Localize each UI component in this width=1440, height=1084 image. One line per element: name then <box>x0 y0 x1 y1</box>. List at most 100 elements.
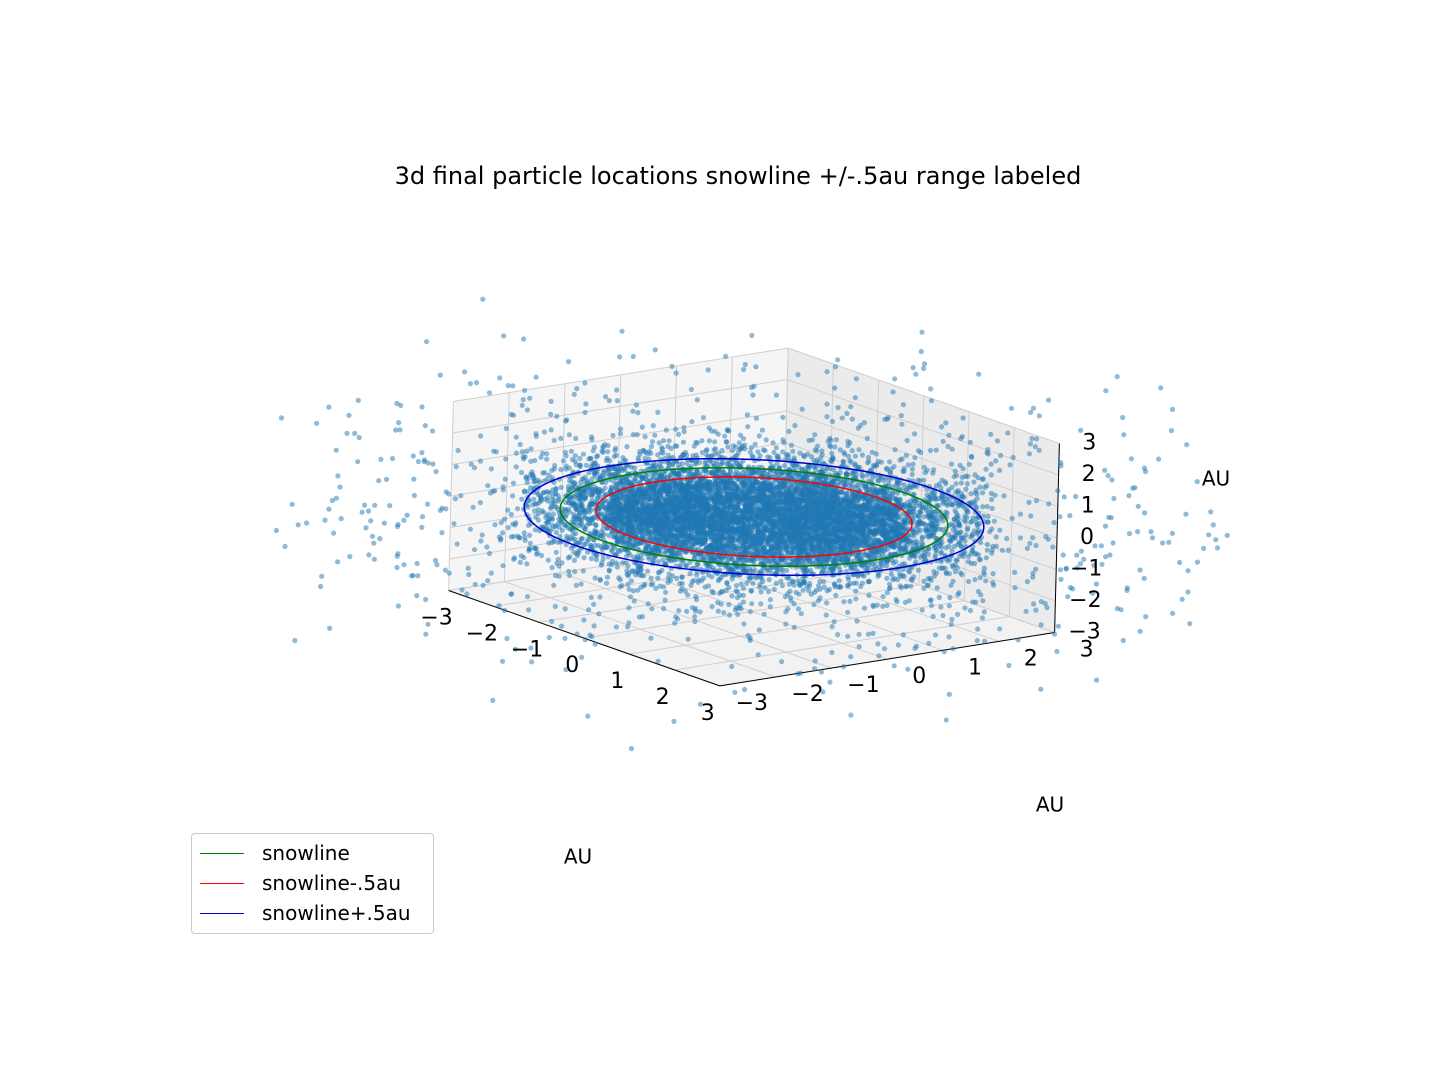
scatter-point <box>699 438 705 444</box>
scatter-point <box>522 387 528 393</box>
scatter-point <box>492 522 498 528</box>
scatter-point <box>974 638 980 644</box>
scatter-point <box>505 525 511 531</box>
scatter-point <box>395 603 401 609</box>
scatter-point <box>504 635 510 642</box>
scatter-point <box>908 583 914 589</box>
scatter-point <box>683 563 689 569</box>
scatter-point <box>526 498 532 504</box>
scatter-point <box>1098 543 1104 549</box>
scatter-point <box>356 434 362 441</box>
scatter-point <box>900 632 907 638</box>
scatter-point <box>538 552 545 559</box>
scatter-point <box>946 634 952 640</box>
scatter-point <box>802 580 808 586</box>
scatter-point <box>983 578 989 584</box>
scatter-point <box>527 540 533 547</box>
scatter-point <box>634 432 640 438</box>
scatter-point <box>865 631 872 637</box>
scatter-point <box>1029 435 1035 442</box>
scatter-point <box>419 450 425 456</box>
scatter-point <box>371 556 377 562</box>
scatter-point <box>809 437 816 443</box>
scatter-point <box>655 575 661 581</box>
scatter-point <box>873 451 879 457</box>
scatter-point <box>676 431 682 437</box>
scatter-point <box>838 527 845 534</box>
scatter-point <box>795 372 801 378</box>
scatter-point <box>404 512 410 518</box>
scatter-point <box>387 503 393 509</box>
scatter-point <box>884 575 890 582</box>
scatter-point <box>499 658 506 664</box>
scatter-point <box>763 437 769 443</box>
scatter-point <box>581 617 587 623</box>
scatter-point <box>1030 570 1036 577</box>
scatter-point <box>1004 536 1010 542</box>
scatter-point <box>613 452 619 458</box>
scatter-point <box>990 571 996 577</box>
scatter-point <box>1024 579 1030 585</box>
scatter-point <box>771 586 777 592</box>
scatter-point <box>856 631 862 637</box>
scatter-point <box>741 366 747 373</box>
scatter-point <box>981 513 987 519</box>
scatter-point <box>792 422 798 429</box>
scatter-point <box>928 602 935 609</box>
scatter-point <box>376 478 382 484</box>
scatter-point <box>486 550 493 557</box>
scatter-point <box>880 603 886 609</box>
scatter-point <box>573 492 579 498</box>
scatter-point <box>899 421 905 427</box>
scatter-point <box>559 623 565 629</box>
scatter-point <box>485 578 491 584</box>
scatter-point <box>916 514 922 520</box>
scatter-point <box>938 559 944 565</box>
scatter-point <box>1103 554 1109 560</box>
scatter-point <box>845 633 851 639</box>
scatter-point <box>699 449 706 456</box>
scatter-point <box>909 471 915 478</box>
scatter-point <box>600 556 606 562</box>
scatter-point <box>829 418 836 424</box>
scatter-point <box>780 437 786 443</box>
scatter-point <box>381 520 387 526</box>
scatter-point <box>630 353 636 360</box>
scatter-point <box>1015 637 1021 643</box>
scatter-point <box>932 632 939 638</box>
scatter-point <box>591 623 597 629</box>
scatter-point <box>347 553 353 560</box>
scatter-point <box>687 571 693 577</box>
scatter-point <box>383 476 390 482</box>
scatter-point <box>685 636 691 642</box>
scatter-point <box>706 425 712 431</box>
scatter-point <box>527 395 533 401</box>
scatter-point <box>273 527 279 534</box>
scatter-point <box>726 612 733 618</box>
scatter-point <box>1033 607 1039 613</box>
scatter-point <box>498 520 504 526</box>
scatter-point <box>1184 442 1190 448</box>
scatter-point <box>619 583 625 589</box>
scatter-point <box>841 449 847 456</box>
scatter-point <box>967 607 974 614</box>
scatter-point <box>642 455 648 462</box>
scatter-point <box>824 401 830 407</box>
scatter-point <box>733 583 740 589</box>
scatter-point <box>836 578 842 584</box>
scatter-point <box>566 572 573 579</box>
scatter-point <box>395 521 401 528</box>
scatter-point <box>1210 522 1216 528</box>
scatter-point <box>821 579 827 585</box>
scatter-point <box>372 502 378 508</box>
scatter-point <box>331 530 337 536</box>
scatter-point <box>753 415 760 421</box>
scatter-point <box>433 469 439 475</box>
scatter-point <box>981 571 987 577</box>
scatter-point <box>502 607 508 614</box>
scatter-point <box>861 420 868 426</box>
scatter-point <box>898 413 904 419</box>
scatter-point <box>892 447 898 453</box>
scatter-point <box>740 585 747 591</box>
scatter-point <box>603 394 609 400</box>
